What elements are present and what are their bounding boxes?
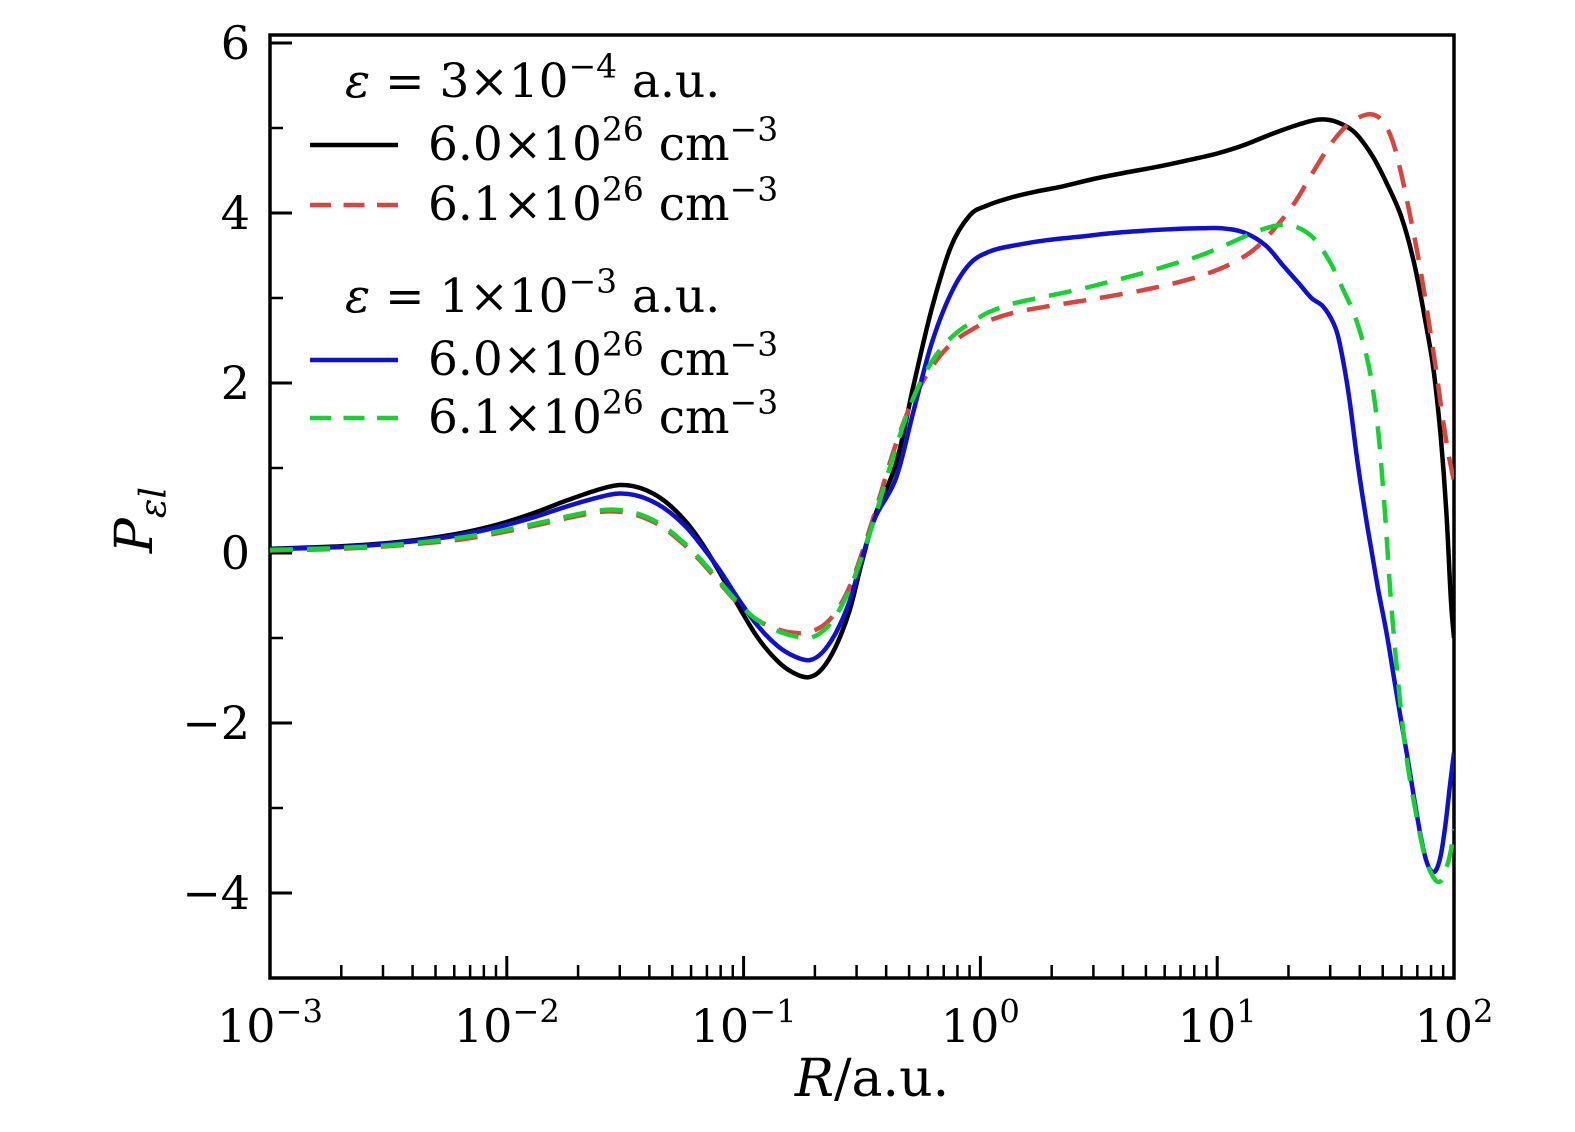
x-axis-title: R/a.u.: [794, 1049, 949, 1109]
x-tick-label: 10−2: [454, 993, 560, 1053]
legend-heading-2: ε = 1×10−3 a.u.: [345, 261, 720, 324]
x-axis: 10−3 10−2 10−1 100 101 102: [217, 956, 1494, 1053]
x-tick-label: 10−3: [217, 993, 323, 1053]
series-eps1e-3_n6.0e26: [270, 225, 1454, 875]
legend-heading-1: ε = 3×10−4 a.u.: [345, 46, 720, 109]
y-tick-label: 4: [221, 186, 250, 240]
plot-box: [268, 33, 1456, 980]
series-eps3e-4_n6.0e26: [270, 117, 1454, 680]
legend-label-eps3e-4_n6.1e26: 6.1×1026 cm−3: [428, 169, 778, 232]
legend: ε = 3×10−4 a.u.6.0×1026 cm−36.1×1026 cm−…: [310, 46, 778, 445]
x-tick-label: 100: [941, 993, 1020, 1053]
y-axis: 6 4 2 0 −2 −4: [182, 16, 292, 920]
legend-label-eps1e-3_n6.0e26: 6.0×1026 cm−3: [428, 324, 778, 387]
series-eps1e-3_n6.1e26: [270, 222, 1454, 885]
y-tick-label: 2: [221, 356, 250, 410]
y-tick-label: −2: [182, 696, 250, 750]
series-group: [270, 111, 1454, 885]
y-tick-label: −4: [182, 866, 250, 920]
legend-label-eps3e-4_n6.0e26: 6.0×1026 cm−3: [428, 109, 778, 172]
y-axis-title: Pεl: [105, 487, 175, 554]
legend-label-eps1e-3_n6.1e26: 6.1×1026 cm−3: [428, 382, 778, 445]
x-tick-label: 102: [1414, 993, 1493, 1053]
y-tick-label: 0: [221, 526, 250, 580]
x-tick-label: 101: [1178, 993, 1257, 1053]
x-tick-label: 10−1: [691, 993, 797, 1053]
y-tick-label: 6: [221, 16, 250, 70]
